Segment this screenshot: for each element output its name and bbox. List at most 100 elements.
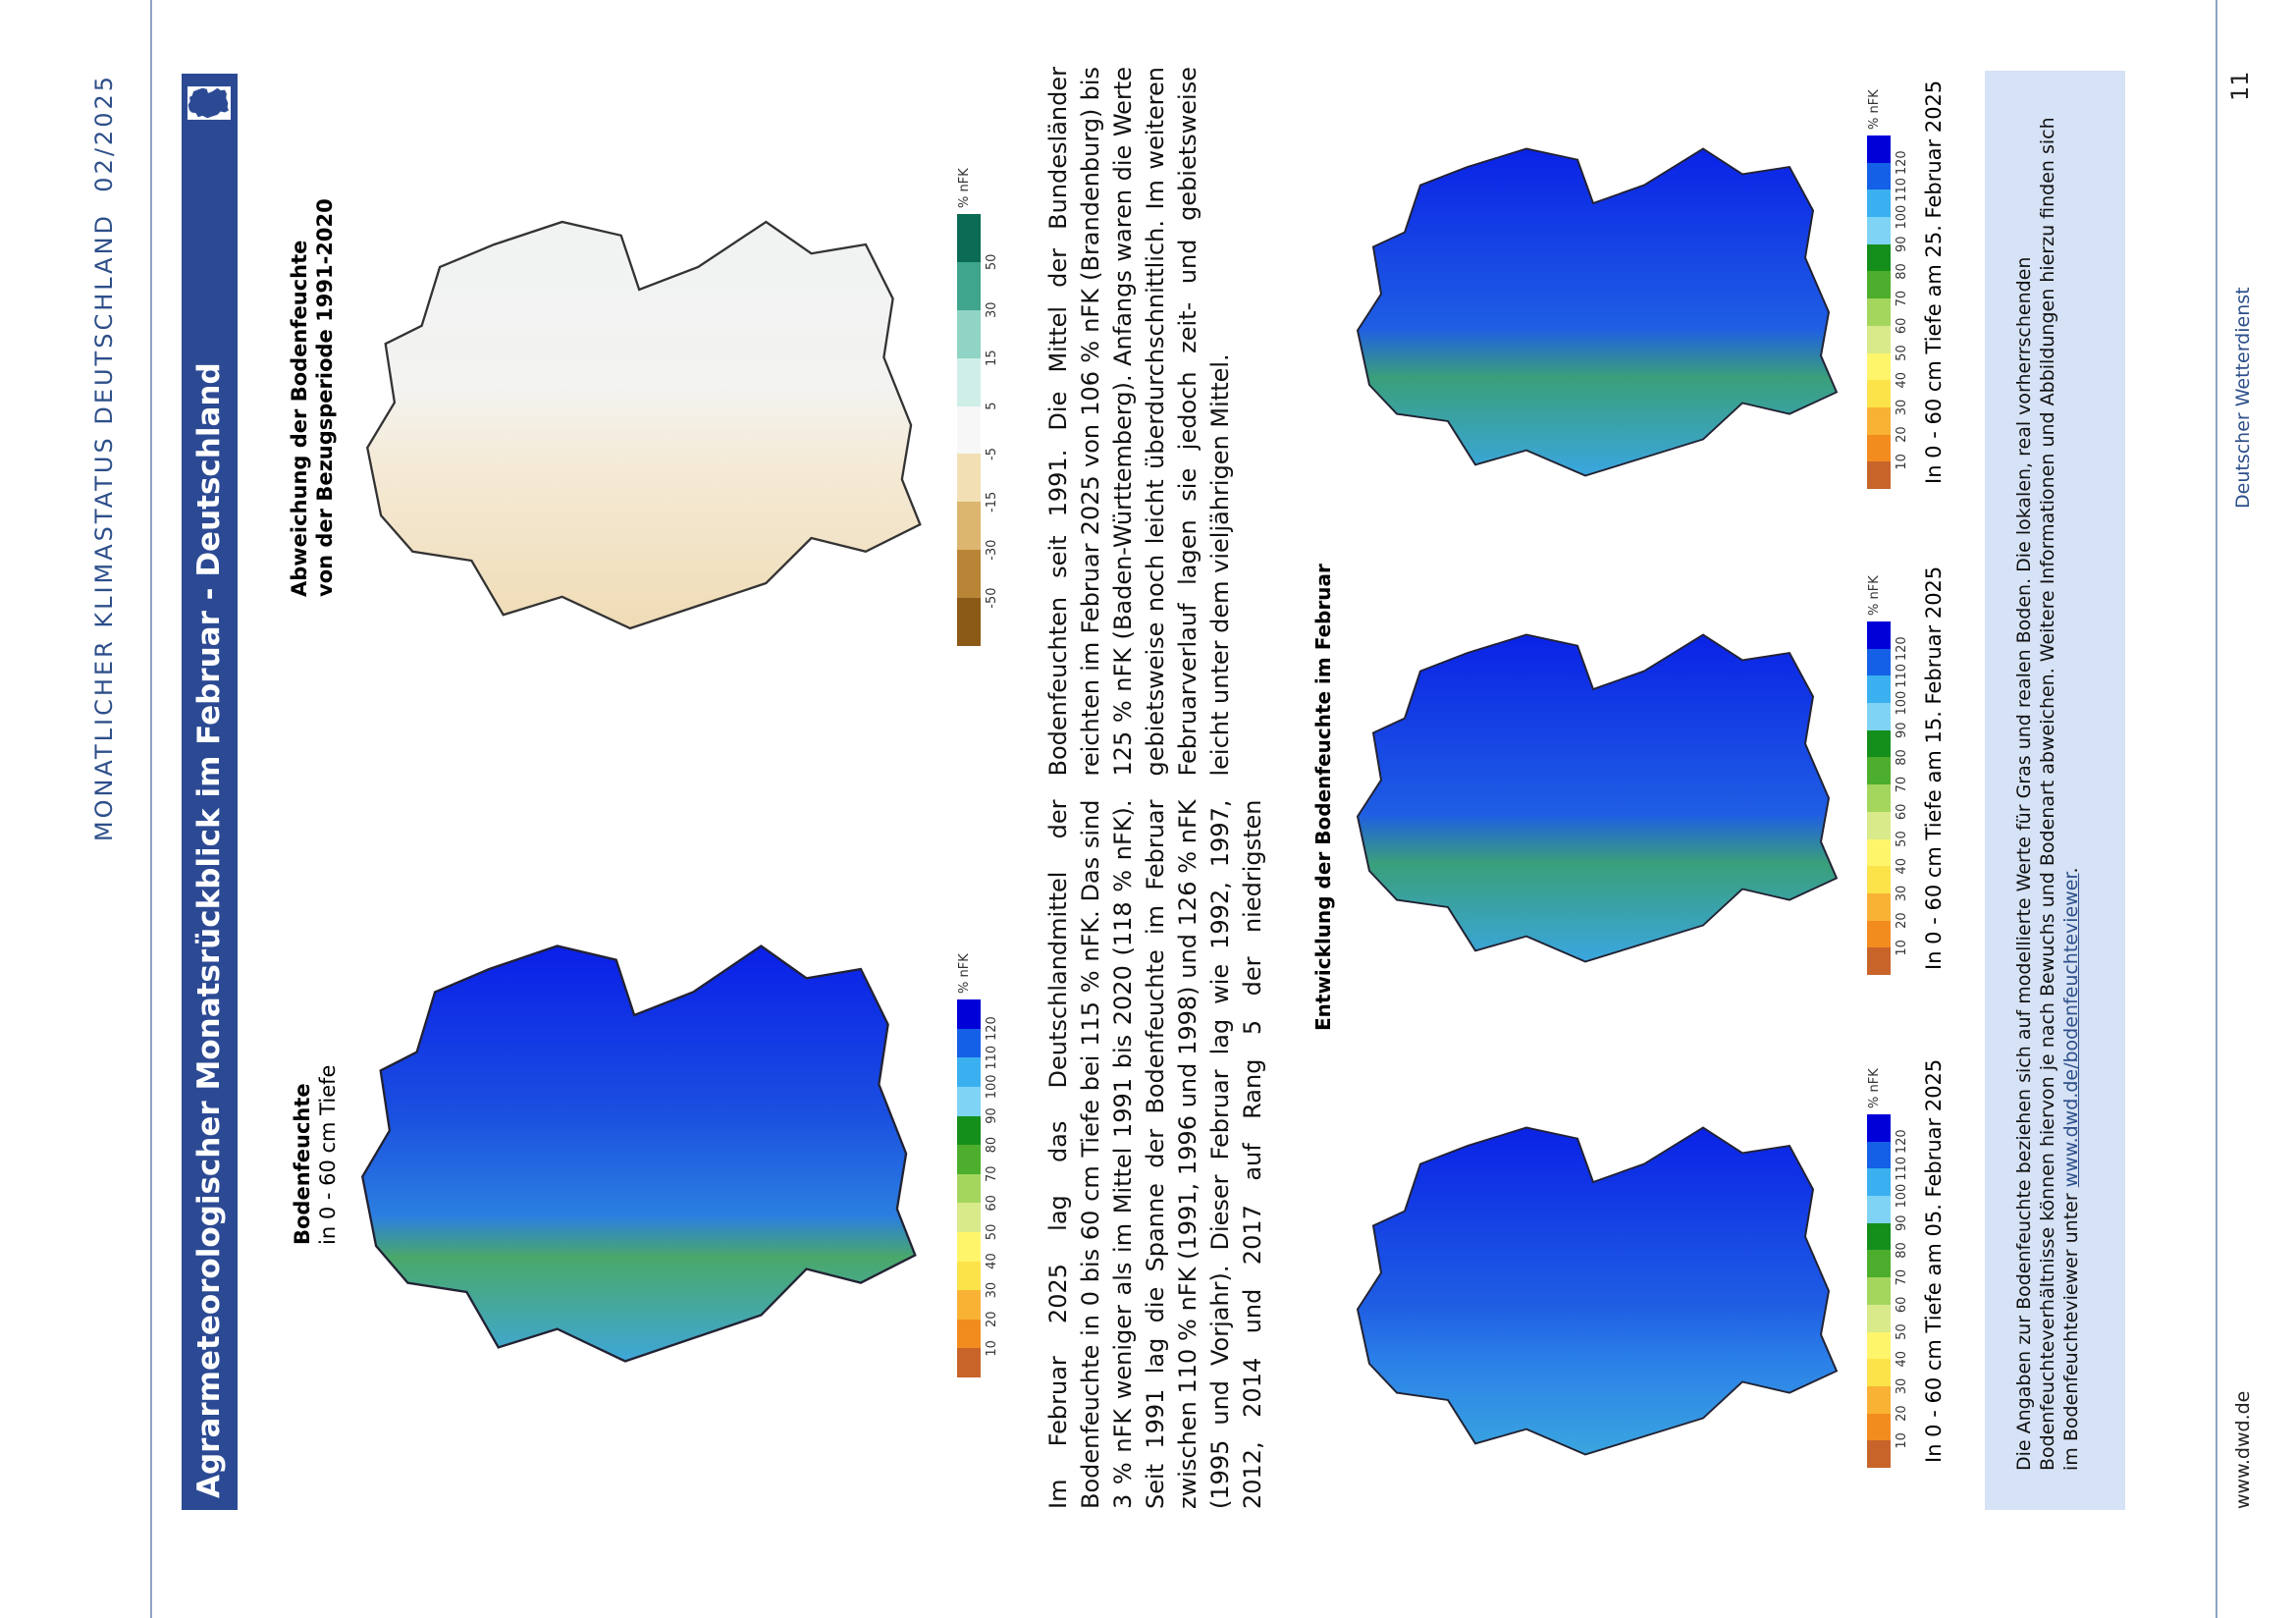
legend-label: 15 [985,350,999,366]
legend-unit: % nFK [957,953,972,994]
legend-bar [957,999,981,1377]
legend-label: -5 [985,447,999,460]
legend-unit: % nFK [957,168,972,208]
logo [187,86,231,120]
legend-label: 110 [1895,1156,1909,1181]
legend-label: 50 [1895,345,1909,361]
legend-label: 100 [1895,204,1909,230]
legend-unit: % nFK [1867,1068,1882,1108]
legend-swatch [1867,1385,1891,1414]
legend-label: 40 [1895,371,1909,389]
map-label: Abweichung der Bodenfeuchte von der Bezu… [287,198,338,597]
map-title: Bodenfeuchte [291,1083,314,1245]
legend-swatch [957,1173,981,1204]
footer-url: www.dwd.de [2232,1390,2254,1509]
legend-swatch [957,598,981,646]
legend-swatch [1867,1304,1891,1332]
legend-label: 20 [1895,426,1909,443]
legend-swatch [1867,703,1891,730]
legend-label: 20 [985,1311,999,1328]
legend-swatch [957,1145,981,1174]
soil-map [1356,147,1839,477]
legend-label: 40 [1895,1350,1909,1368]
note-link[interactable]: www.dwd.de/bodenfeuchteviewer [2060,873,2082,1188]
legend-unit: % nFK [1867,575,1882,616]
header-title: MONATLICHER KLIMASTATUS DEUTSCHLAND [90,212,118,842]
legend-label: 70 [1895,776,1909,793]
legend-swatch [1867,811,1891,839]
map-subtitle: von der Bezugsperiode 1991-2020 [313,198,337,597]
legend-label: 90 [1895,236,1909,253]
legend-swatch [957,1086,981,1116]
legend-swatch [1867,189,1891,218]
page-number: 11 [2226,71,2254,101]
legend-bar [1867,135,1891,489]
legend-swatch [1867,243,1891,272]
legend-label: -50 [985,587,999,609]
legend-swatch [1867,325,1891,353]
map-area [361,944,917,1363]
legend-bar [957,213,981,646]
legend-label: 80 [1895,1242,1909,1259]
legend-label: 70 [1895,290,1909,307]
legend-swatch [1867,1141,1891,1169]
legend-label: 30 [985,301,999,319]
body-text: Im Februar 2025 lag das Deutschlandmitte… [1044,67,1266,1509]
legend-swatch [1867,675,1891,704]
legend-label: 110 [1895,663,1909,688]
legend-swatch [957,1290,981,1320]
legend-swatch [1867,1196,1891,1223]
legend-swatch [957,261,981,310]
legend-swatch [957,1319,981,1349]
legend-label: 20 [1895,1405,1909,1422]
legend-swatch [957,1261,981,1291]
map-caption: In 0 - 60 cm Tiefe am 05. Februar 2025 [1922,1058,1946,1463]
legend-bar [1867,621,1891,975]
legend-label: 100 [1895,690,1909,716]
legend-label: 110 [1895,177,1909,202]
legend-swatch [1867,757,1891,785]
legend-swatch [957,1231,981,1262]
anomaly-map [366,220,922,630]
legend-swatch [957,454,981,503]
legend-swatch [957,999,981,1029]
legend-label: 110 [985,1045,999,1070]
soil-map [1356,1126,1839,1456]
legend-label: 100 [985,1074,999,1100]
legend-swatch [1867,947,1891,975]
legend-label: 30 [985,1281,999,1299]
legend-label: 50 [1895,1323,1909,1340]
legend-label: 50 [985,253,999,271]
map-area [1356,147,1839,477]
note-text: Die Angaben zur Bodenfeuchte beziehen si… [2013,117,2082,1471]
legend-swatch [957,1028,981,1058]
legend-swatch [957,1115,981,1146]
map-area [1356,633,1839,963]
legend-label: 60 [1895,1296,1909,1314]
legend-swatch [957,502,981,551]
legend-label: 30 [1895,399,1909,416]
legend-bar [1867,1114,1891,1468]
legend-swatch [1867,162,1891,190]
legend-label: 10 [1895,454,1909,470]
legend-label: 70 [985,1165,999,1182]
legend-swatch [1867,352,1891,381]
legend-label: 60 [1895,317,1909,335]
legend-swatch [1867,1359,1891,1386]
legend-swatch [1867,1250,1891,1278]
legend-swatch [1867,920,1891,948]
legend-swatch [957,1348,981,1377]
map-area [366,220,922,630]
legend-swatch [1867,1413,1891,1441]
legend-swatch [957,550,981,599]
legend-label: 40 [985,1253,999,1269]
logo-shape [187,87,229,119]
legend-unit: % nFK [1867,89,1882,130]
legend-swatch [1867,784,1891,812]
legend-label: -30 [985,539,999,561]
legend-label: 80 [985,1136,999,1154]
legend-label: 80 [1895,749,1909,766]
legend-swatch [1867,298,1891,326]
legend-label: 5 [985,402,999,410]
